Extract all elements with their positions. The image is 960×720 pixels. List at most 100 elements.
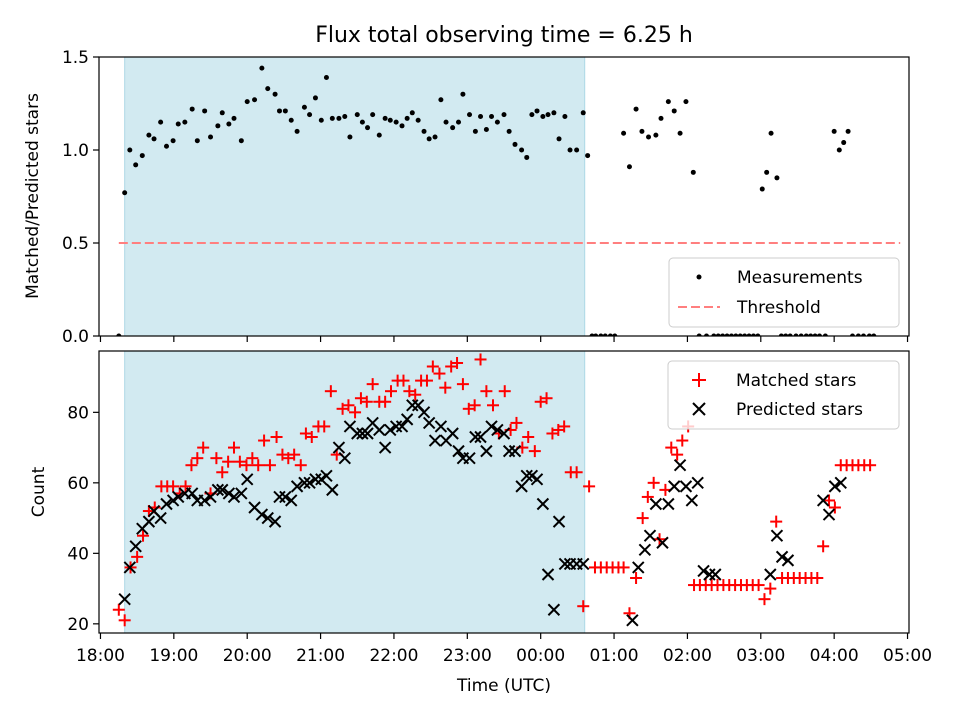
predicted-x-b	[485, 420, 498, 433]
predicted-star-point	[822, 508, 836, 521]
predicted-star-point	[649, 497, 663, 511]
measurement-point	[370, 112, 376, 118]
predicted-star-point	[552, 515, 566, 528]
predicted-star-point	[118, 592, 131, 606]
predicted-star-point	[709, 568, 722, 581]
predicted-x-b	[123, 561, 137, 574]
measurement-point	[720, 333, 726, 336]
predicted-x-b	[273, 490, 286, 504]
matched-star-point	[647, 476, 660, 489]
predicted-x-b	[474, 430, 487, 444]
predicted-star-point	[530, 473, 544, 486]
legend-measurements-marker	[696, 274, 702, 280]
matched-star-point	[179, 480, 192, 493]
measurement-point	[182, 119, 188, 125]
measurement-point	[567, 147, 573, 153]
predicted-x-b	[320, 469, 333, 482]
matched-star-point	[864, 459, 877, 472]
x-tick-label: 04:00	[810, 646, 859, 666]
predicted-star-point	[691, 476, 704, 490]
predicted-star-point	[268, 515, 282, 528]
predicted-x-b	[530, 473, 544, 486]
measurement-point	[598, 333, 604, 336]
bottom-x-axis: 18:00 19:00 20:00 21:00 22:00 23:00 00:00 01:00…	[76, 633, 932, 666]
predicted-star-point	[373, 423, 386, 437]
matched-star-point	[324, 385, 337, 398]
predicted-x-b	[378, 441, 392, 454]
predicted-star-point	[515, 480, 528, 493]
measurement-point	[506, 128, 512, 134]
predicted-x-b	[172, 490, 185, 504]
measurement-point	[432, 134, 438, 140]
measurement-point	[329, 115, 335, 121]
x-tick-label: 02:00	[663, 646, 712, 666]
matched-star-point	[409, 388, 422, 401]
predicted-x-b	[709, 568, 722, 581]
matched-star-point	[252, 459, 265, 472]
matched-star-point	[577, 600, 590, 613]
measurement-point	[276, 108, 282, 114]
measurement-point	[164, 143, 169, 149]
predicted-star-point	[480, 444, 493, 458]
measurement-point	[456, 119, 462, 125]
predicted-star-point	[227, 490, 241, 504]
predicted-x-b	[326, 483, 339, 497]
measurement-point	[252, 97, 258, 103]
measurement-point	[562, 114, 568, 120]
measurement-point	[376, 132, 382, 138]
predicted-x-b	[118, 592, 131, 606]
measurement-point	[244, 99, 250, 105]
measurement-point	[534, 108, 540, 114]
predicted-x-b	[541, 568, 555, 581]
matched-star-point	[240, 459, 253, 472]
measurement-point	[175, 121, 181, 127]
measurement-point	[545, 112, 551, 118]
top-y-tick-label: 0.0	[62, 327, 89, 347]
matched-star-point	[288, 448, 301, 461]
matched-star-point	[770, 515, 783, 528]
measurement-point	[783, 333, 789, 336]
matched-star-point	[456, 378, 469, 391]
matched-star-point	[641, 490, 654, 503]
predicted-x-b	[160, 497, 173, 511]
x-tick-label: 01:00	[590, 646, 639, 666]
measurement-point	[307, 112, 313, 118]
measurement-point	[202, 108, 208, 114]
measurement-point	[646, 134, 652, 140]
matched-star-point	[570, 466, 583, 479]
predicted-star-point	[384, 423, 397, 437]
matched-star-point	[676, 434, 689, 447]
bottom-axes-frame	[98, 350, 910, 634]
legend-matched-marker	[692, 373, 706, 387]
predicted-star-point	[685, 494, 699, 507]
measurement-point	[127, 147, 133, 153]
measurement-point	[421, 128, 427, 134]
matched-star-point	[197, 441, 210, 454]
predicted-star-point	[154, 511, 167, 525]
measurement-point	[336, 115, 342, 121]
predicted-x-b	[446, 427, 459, 440]
predicted-x-b	[577, 557, 590, 571]
measurement-point	[764, 169, 770, 175]
measurement-point	[359, 119, 365, 125]
measurement-point	[633, 106, 639, 112]
measurement-point	[208, 134, 214, 140]
measurement-point	[836, 147, 842, 153]
matched-star-point	[583, 480, 596, 493]
measurement-point	[696, 333, 702, 336]
predicted-x-b	[309, 473, 322, 486]
measurement-point	[288, 117, 294, 123]
predicted-star-point	[320, 469, 333, 482]
measurement-point	[653, 132, 659, 138]
measurement-point	[272, 91, 278, 97]
legend-predicted-marker	[692, 402, 706, 416]
predicted-x-b	[261, 511, 274, 525]
matched-star-point	[112, 603, 125, 616]
measurement-point	[158, 119, 164, 125]
measurement-point	[415, 117, 421, 123]
measurement-point	[259, 65, 265, 71]
measurement-point	[318, 117, 324, 123]
measurement-point	[347, 134, 353, 140]
predicted-x-b	[434, 420, 448, 433]
predicted-star-point	[123, 561, 137, 574]
